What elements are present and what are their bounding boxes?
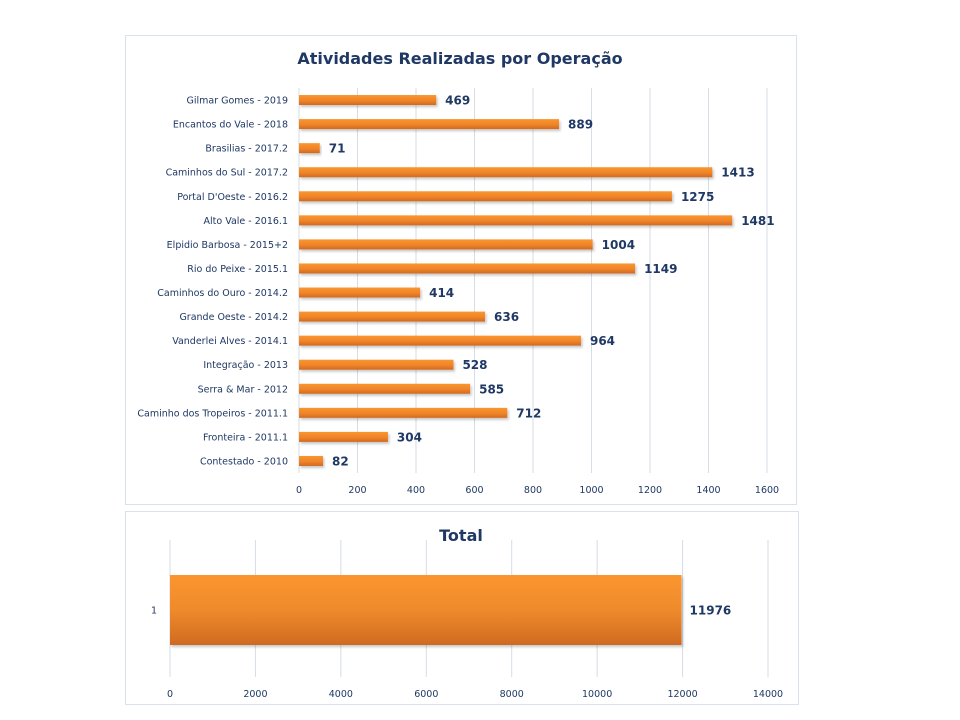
chart1-category-label: Grande Oeste - 2014.2	[179, 312, 288, 323]
chart2-x-tick-label: 12000	[667, 689, 697, 700]
chart1-data-label: 712	[516, 406, 541, 420]
chart2-x-tick-label: 4000	[329, 689, 353, 700]
chart1-bar	[299, 119, 560, 130]
chart1-bar	[299, 431, 388, 442]
chart1-data-label: 585	[479, 382, 504, 396]
chart1-category-label: Caminhos do Sul - 2017.2	[166, 168, 288, 179]
chart1-category-label: Serra & Mar - 2012	[198, 384, 288, 395]
chart1-category-label: Portal D'Oeste - 2016.2	[177, 192, 288, 203]
chart1-bar	[299, 383, 471, 394]
chart1-x-tick-label: 1600	[755, 485, 779, 496]
chart1-x-tick-label: 800	[524, 485, 542, 496]
chart1-category-label: Vanderlei Alves - 2014.1	[172, 336, 288, 347]
chart1-category-label: Caminhos do Ouro - 2014.2	[157, 288, 288, 299]
chart1-x-tick-label: 400	[407, 485, 425, 496]
chart1-data-label: 964	[590, 334, 615, 348]
chart2-x-tick-label: 14000	[753, 689, 783, 700]
chart1-category-label: Contestado - 2010	[200, 456, 288, 467]
chart1-data-label: 1004	[602, 238, 635, 252]
chart1-bar	[299, 455, 323, 466]
chart1-bar	[299, 311, 486, 322]
chart2-category-label: 1	[151, 606, 157, 617]
chart2-x-tick-label: 8000	[500, 689, 524, 700]
chart1-bar	[299, 287, 421, 298]
chart1-bar	[299, 359, 454, 370]
chart1-x-tick-label: 1000	[579, 485, 603, 496]
chart1-category-label: Elpidio Barbosa - 2015+2	[167, 240, 288, 251]
chart1-bar	[299, 407, 508, 418]
chart1-category-label: Encantos do Vale - 2018	[173, 120, 288, 131]
chart1-data-label: 1275	[681, 190, 714, 204]
chart1-data-label: 1481	[741, 214, 774, 228]
chart1-bar	[299, 191, 672, 202]
chart1-data-label: 1149	[644, 262, 677, 276]
chart1-data-label: 469	[445, 94, 470, 108]
chart1-bar	[299, 167, 713, 178]
chart1-data-label: 889	[568, 118, 593, 132]
chart1-bar	[299, 143, 320, 154]
chart1-bar	[299, 95, 437, 106]
chart1-data-label: 304	[397, 430, 422, 444]
chart1-title: Atividades Realizadas por Operação	[297, 49, 622, 68]
chart1-category-label: Brasilias - 2017.2	[205, 144, 288, 155]
chart1-category-label: Fronteira - 2011.1	[203, 432, 288, 443]
chart1-data-label: 636	[494, 310, 519, 324]
chart1-category-label: Caminho dos Tropeiros - 2011.1	[137, 408, 288, 419]
chart1-data-label: 71	[329, 142, 346, 156]
chart2-x-tick-label: 2000	[243, 689, 267, 700]
chart1-category-label: Alto Vale - 2016.1	[204, 216, 288, 227]
chart2-title: Total	[439, 526, 483, 545]
chart2-x-tick-label: 6000	[414, 689, 438, 700]
chart1-x-tick-label: 200	[348, 485, 366, 496]
chart1-data-label: 528	[462, 358, 487, 372]
chart1-x-tick-label: 1400	[696, 485, 720, 496]
chart1-x-tick-label: 600	[465, 485, 483, 496]
chart1-data-label: 414	[429, 286, 454, 300]
chart2-data-label: 11976	[690, 604, 732, 618]
chart1-bar	[299, 215, 733, 226]
chart2-x-tick-label: 10000	[582, 689, 612, 700]
chart1-category-label: Gilmar Gomes - 2019	[186, 96, 288, 107]
chart1-category-label: Rio do Peixe - 2015.1	[187, 264, 288, 275]
chart1-x-tick-label: 1200	[638, 485, 662, 496]
chart2-x-tick-label: 0	[167, 689, 173, 700]
chart1-data-label: 1413	[721, 166, 754, 180]
chart1-category-label: Integração - 2013	[203, 360, 288, 371]
chart1-bar	[299, 335, 581, 346]
chart1-bar	[299, 239, 593, 250]
chart1-bar	[299, 263, 636, 274]
chart1-x-tick-label: 0	[296, 485, 302, 496]
chart1-data-label: 82	[332, 454, 349, 468]
chart2-bar	[170, 575, 682, 645]
